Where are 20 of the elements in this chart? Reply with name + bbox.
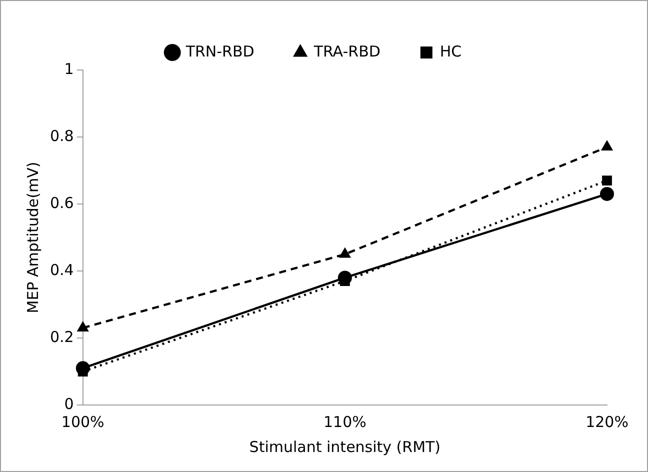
x-tick-label: 120% (586, 412, 628, 431)
y-tick-label: 0 (64, 394, 74, 413)
y-tick-label: 0.6 (50, 194, 74, 212)
x-tick-label: 100% (61, 412, 104, 431)
legend-label: HC (440, 42, 462, 60)
legend-label: TRA-RBD (312, 42, 380, 60)
point (76, 361, 90, 376)
x-tick-label: 110% (323, 412, 366, 431)
point (602, 176, 612, 186)
y-tick-label: 1 (64, 60, 74, 78)
point (600, 140, 614, 151)
y-tick-label: 0.8 (50, 126, 74, 145)
y-tick-label: 0.4 (50, 260, 74, 279)
y-tick-label: 0.2 (50, 328, 74, 346)
point (338, 270, 352, 285)
point (600, 186, 614, 201)
x-axis-title: Stimulant intensity (RMT) (249, 438, 441, 456)
point (338, 247, 351, 258)
legend-label: TRN-RBD (184, 42, 254, 60)
y-axis-title: MEP Amptitude(mV) (24, 162, 42, 314)
